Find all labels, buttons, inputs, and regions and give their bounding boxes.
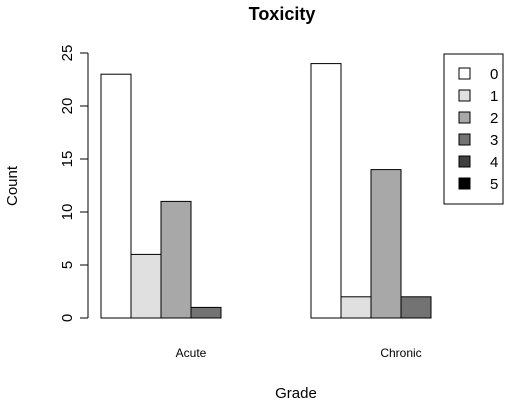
x-axis-label: Grade — [275, 385, 317, 402]
legend-swatch — [458, 133, 471, 146]
category-label: Acute — [176, 346, 207, 360]
legend-label: 3 — [490, 132, 498, 149]
bar-chronic-grade-0 — [310, 63, 342, 319]
bar-chronic-grade-1 — [340, 296, 372, 319]
legend-swatch — [458, 67, 471, 80]
legend-label: 0 — [490, 66, 498, 83]
bar-chronic-grade-2 — [370, 169, 402, 319]
y-tick-label: 15 — [59, 151, 76, 168]
legend-swatch — [458, 155, 471, 168]
bars-group — [100, 63, 432, 319]
bar-acute-grade-0 — [100, 73, 132, 319]
legend-swatch — [458, 177, 471, 190]
bar-acute-grade-1 — [130, 253, 162, 319]
bar-acute-grade-3 — [190, 306, 222, 319]
legend-items: 0 1 2 3 4 5 — [458, 66, 498, 193]
legend-label: 4 — [490, 154, 498, 171]
legend-label: 2 — [490, 110, 498, 127]
legend-label: 1 — [490, 88, 498, 105]
category-label: Chronic — [380, 346, 421, 360]
legend-swatch — [458, 89, 471, 102]
legend-swatch — [458, 111, 471, 124]
legend-box — [443, 53, 504, 205]
category-labels: Acute Chronic — [176, 346, 422, 360]
legend: 0 1 2 3 4 5 — [443, 53, 504, 205]
y-tick-label: 0 — [59, 314, 76, 322]
y-tick-label: 5 — [59, 261, 76, 269]
y-axis-label: Count — [4, 165, 21, 206]
y-tick-label: 20 — [59, 98, 76, 115]
bar-chronic-grade-3 — [400, 296, 432, 319]
legend-label: 5 — [490, 176, 498, 193]
bar-acute-grade-2 — [160, 200, 192, 319]
y-tick-label: 10 — [59, 204, 76, 221]
y-axis: 0 5 10 15 20 25 — [59, 45, 89, 322]
chart-title: Toxicity — [249, 4, 316, 24]
y-tick-label: 25 — [59, 45, 76, 62]
